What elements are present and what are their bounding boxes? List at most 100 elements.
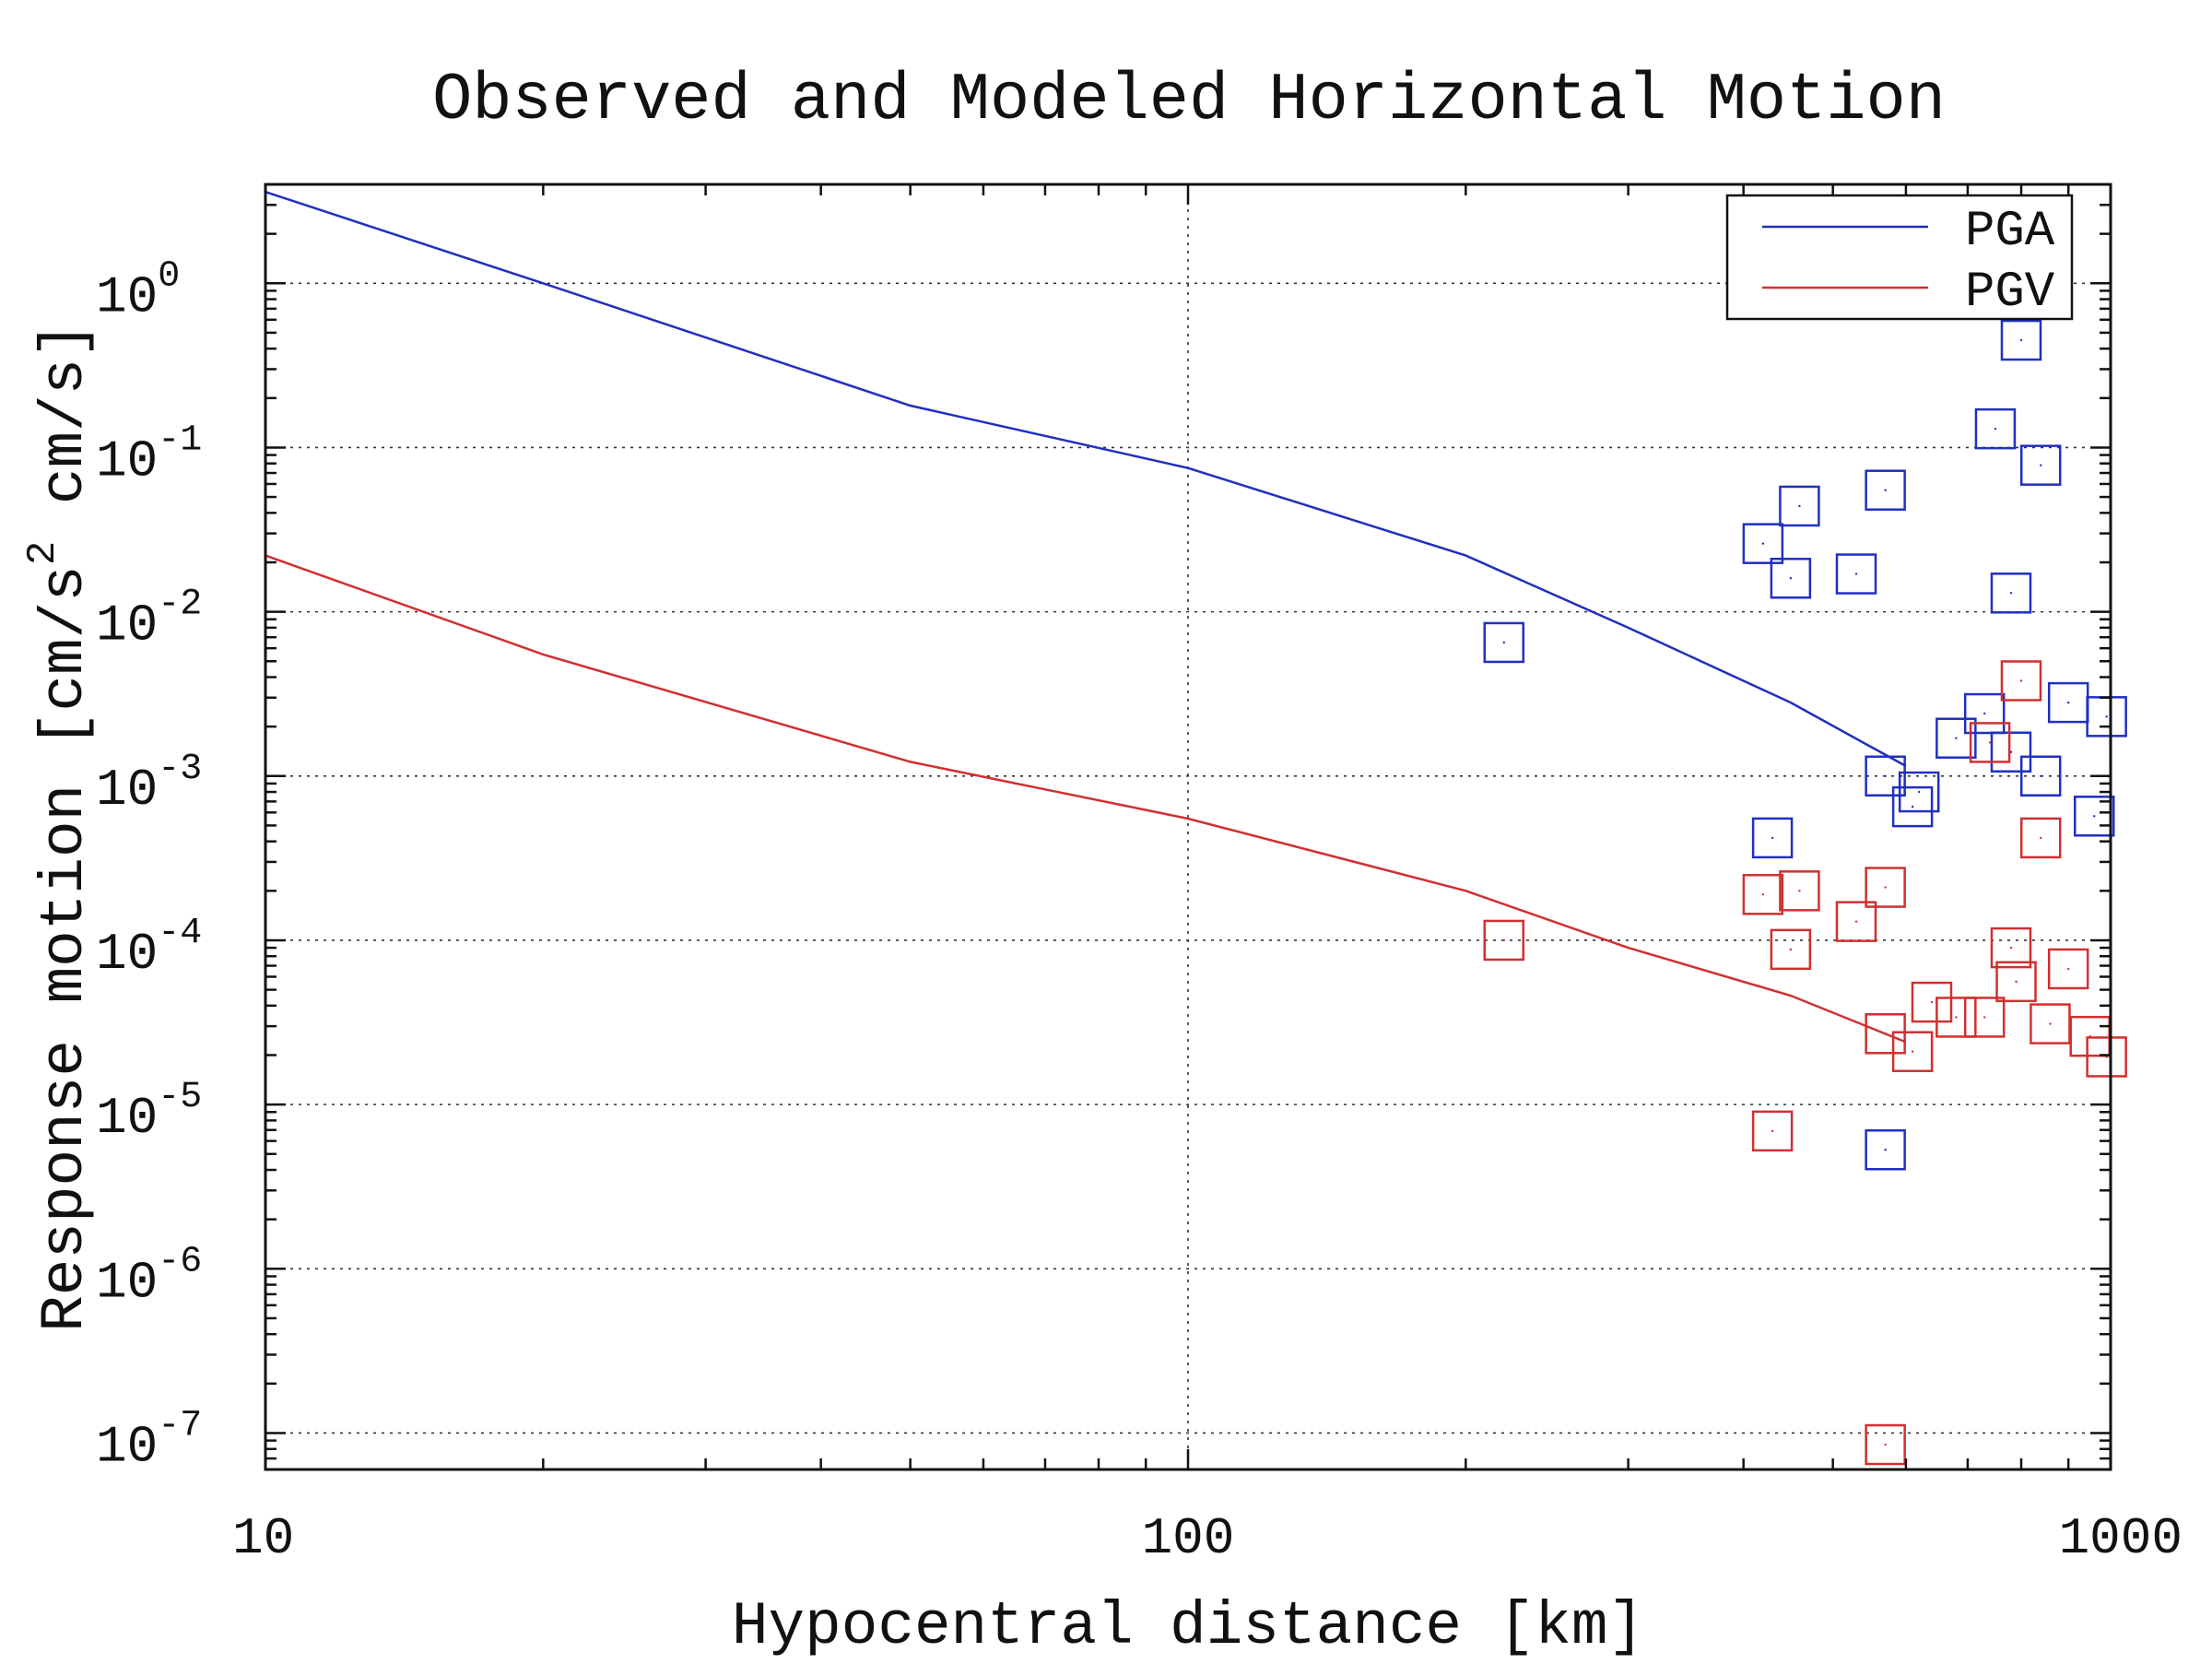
observed-point-pga xyxy=(1865,755,1906,797)
observed-point-dot xyxy=(2040,464,2042,466)
observed-point-pga xyxy=(1891,785,1934,828)
observed-point-pgv xyxy=(2019,817,2062,859)
observed-point-pga xyxy=(1898,771,1940,813)
observed-point-dot xyxy=(1911,1050,1914,1053)
observed-point-pgv xyxy=(1835,901,1877,942)
observed-point-pga xyxy=(1936,717,1977,759)
observed-point-dot xyxy=(1761,542,1765,545)
observed-point-pgv xyxy=(1995,961,2037,1003)
y-tick-label: 10-2 xyxy=(96,584,202,655)
observed-point-dot xyxy=(2093,815,2096,818)
tick-labels: 10 100 1000 10-7 10-6 10-5 10-4 10-3 10-2 10-1 100 xyxy=(96,255,2183,1568)
observed-point-pga xyxy=(2019,755,2062,797)
observed-point-pgv xyxy=(1865,1013,1906,1055)
observed-point-dot xyxy=(1854,920,1858,923)
y-axis-label: Response motion [cm/s2 cm/s] xyxy=(20,322,100,1332)
y-axis-label-suffix: cm/s] xyxy=(30,322,100,541)
grid-lines xyxy=(265,184,2111,1469)
observed-point-pga xyxy=(1865,1129,1906,1171)
observed-point-pgv xyxy=(1770,928,1812,971)
observed-point-dot xyxy=(2019,338,2023,342)
observed-point-pga xyxy=(1990,731,2032,773)
x-tick-label: 1000 xyxy=(2059,1509,2183,1568)
observed-point-pga xyxy=(1483,621,1525,664)
observed-point-dot xyxy=(1798,890,1801,892)
observed-point-pgv xyxy=(1990,926,2032,969)
observed-point-pga xyxy=(1779,485,1820,527)
observed-point-dot xyxy=(1884,1443,1887,1446)
observed-point-pgv xyxy=(1865,867,1906,908)
observed-point-dot xyxy=(1955,1016,1958,1019)
observed-point-dot xyxy=(1884,774,1887,777)
marker-layer xyxy=(1483,319,2127,1466)
observed-point-dot xyxy=(2040,836,2042,840)
observed-point-dot xyxy=(1983,712,1986,715)
observed-point-dot xyxy=(2040,774,2042,777)
observed-point-pgv xyxy=(1751,1110,1794,1152)
observed-point-dot xyxy=(1884,1149,1887,1151)
y-tick-label: 10-4 xyxy=(96,913,202,984)
x-tick-label: 10 xyxy=(232,1509,294,1568)
observed-point-pgv xyxy=(2047,948,2089,990)
observed-point-dot xyxy=(1955,737,1958,739)
x-tick-label: 100 xyxy=(1142,1509,1235,1568)
y-tick-label: 10-3 xyxy=(96,749,202,820)
observed-point-dot xyxy=(2105,1056,2108,1058)
x-axis-label: Hypocentral distance [km] xyxy=(732,1592,1644,1659)
series-layer xyxy=(265,191,1907,1044)
observed-point-pga xyxy=(1990,572,2032,614)
observed-point-pga xyxy=(1742,523,1784,564)
axis-ticks xyxy=(264,183,2111,1471)
observed-point-pgv xyxy=(1742,874,1784,915)
observed-point-pgv xyxy=(1891,1031,1934,1072)
observed-point-dot xyxy=(2105,715,2108,718)
observed-point-dot xyxy=(1884,886,1887,889)
legend-box xyxy=(1725,194,2074,321)
y-tick-label: 10-7 xyxy=(96,1405,202,1476)
observed-point-pgv xyxy=(2000,660,2042,702)
observed-point-dot xyxy=(2009,592,2013,595)
observed-point-dot xyxy=(2049,1022,2052,1025)
y-tick-label: 10-1 xyxy=(96,419,202,490)
observed-point-dot xyxy=(1789,577,1793,580)
legend-label-pgv: PGV xyxy=(1965,265,2055,321)
observed-point-dot xyxy=(1988,741,1992,744)
observed-point-pgv xyxy=(1779,870,1820,912)
observed-point-dot xyxy=(2009,750,2013,753)
observed-point-pga xyxy=(2074,796,2115,837)
observed-point-dot xyxy=(1789,948,1793,951)
observed-point-dot xyxy=(1884,489,1887,491)
observed-point-pgv xyxy=(1963,997,2006,1038)
observed-point-pgv xyxy=(2030,1003,2071,1044)
y-tick-label: 100 xyxy=(96,255,180,326)
observed-point-pga xyxy=(1865,469,1906,511)
observed-point-dot xyxy=(2009,946,2013,950)
y-tick-label: 10-5 xyxy=(96,1077,202,1148)
observed-point-dot xyxy=(1854,572,1858,575)
observed-point-dot xyxy=(1798,504,1801,508)
observed-point-pga xyxy=(1835,553,1877,595)
y-axis-label-prefix: Response motion [cm/s xyxy=(30,565,100,1332)
observed-point-dot xyxy=(1983,1016,1986,1019)
observed-point-dot xyxy=(1884,1033,1887,1035)
observed-point-pgv xyxy=(1969,722,2011,763)
chart-title: Observed and Modeled Horizontal Motion xyxy=(432,63,1946,138)
observed-point-dot xyxy=(1994,427,1997,431)
observed-point-pga xyxy=(1770,557,1812,599)
observed-point-pgv xyxy=(1936,997,1977,1038)
observed-point-pga xyxy=(2019,444,2062,486)
observed-point-pgv xyxy=(1911,981,1953,1023)
observed-point-pga xyxy=(1751,817,1794,859)
observed-point-pgv xyxy=(1483,919,1525,962)
observed-point-dot xyxy=(1917,790,1921,794)
observed-point-dot xyxy=(1911,805,1914,808)
observed-point-dot xyxy=(1502,938,1505,942)
y-axis-label-superscript: 2 xyxy=(20,541,66,565)
legend: PGA PGV xyxy=(1725,194,2074,321)
observed-point-dot xyxy=(2066,701,2070,704)
model-line-pgv xyxy=(265,554,1907,1044)
observed-point-dot xyxy=(1930,1000,1934,1004)
y-tick-label: 10-6 xyxy=(96,1241,202,1312)
